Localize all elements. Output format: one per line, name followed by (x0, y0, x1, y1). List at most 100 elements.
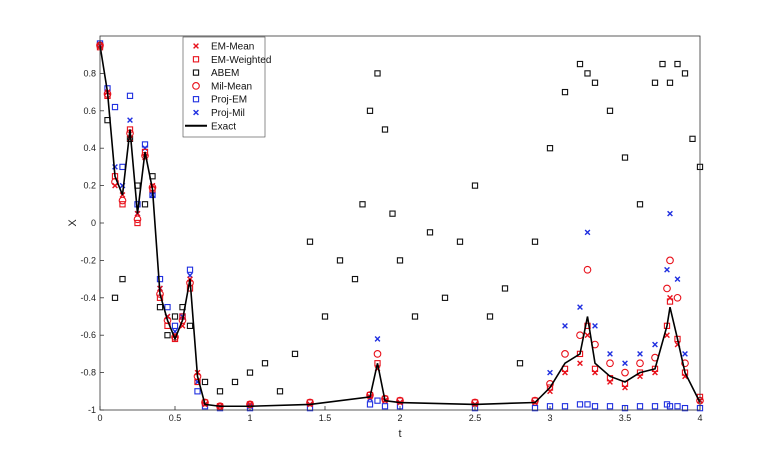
data-point (622, 360, 628, 367)
data-point (666, 256, 674, 265)
data-point (607, 379, 613, 385)
data-point (592, 322, 598, 329)
data-point (261, 360, 269, 367)
data-point (119, 275, 126, 283)
exact-line (99, 45, 701, 408)
data-point (291, 350, 299, 358)
series-abem (96, 42, 704, 395)
x-tick-label: 0 (97, 413, 102, 423)
data-point (667, 210, 673, 217)
data-point (674, 403, 681, 410)
data-point (584, 401, 591, 408)
legend-marker (192, 56, 200, 63)
data-point (126, 92, 134, 99)
y-tick-label: 0.6 (83, 106, 96, 116)
legend-label: Exact (211, 121, 236, 132)
data-point (411, 313, 419, 320)
data-point (606, 359, 614, 368)
data-point (516, 360, 524, 367)
data-point (306, 238, 314, 245)
data-point (186, 266, 194, 273)
data-point (577, 360, 583, 367)
data-point (276, 388, 284, 395)
data-point (663, 284, 671, 293)
data-point (682, 351, 688, 357)
data-point (471, 182, 479, 189)
data-point (374, 70, 381, 77)
data-point (456, 238, 464, 245)
data-point (681, 70, 689, 77)
data-point (381, 403, 389, 410)
data-point (622, 384, 628, 391)
data-point (652, 369, 658, 376)
data-point (576, 401, 584, 408)
data-point (576, 60, 584, 68)
x-tick-label: 2 (397, 413, 402, 423)
data-point (651, 403, 659, 410)
legend-marker (192, 96, 200, 103)
data-point (607, 351, 613, 357)
x-tick-label: 4 (697, 413, 702, 423)
data-point (163, 316, 172, 325)
legend-label: Proj-EM (211, 95, 247, 106)
data-point (111, 178, 119, 186)
data-point (118, 196, 127, 205)
data-point (674, 60, 681, 68)
data-point (606, 403, 614, 410)
data-point (471, 398, 479, 407)
data-point (546, 145, 554, 152)
data-point (584, 229, 591, 236)
data-point (584, 332, 591, 339)
data-point (374, 336, 381, 342)
data-point (164, 303, 171, 311)
x-tick-label: 2.5 (469, 413, 482, 423)
legend-label: ABEM (211, 68, 239, 79)
data-point (561, 403, 569, 410)
y-tick-label: -0.2 (80, 255, 96, 265)
legend-marker (193, 109, 199, 116)
data-point (396, 257, 404, 264)
data-point (111, 103, 119, 111)
x-tick-label: 1.5 (319, 413, 332, 423)
data-point (111, 294, 119, 301)
data-point (134, 219, 141, 227)
x-tick-label: 1 (247, 413, 252, 423)
data-point (141, 201, 149, 208)
data-point (651, 79, 659, 86)
legend-marker (193, 43, 199, 49)
x-tick-label: 0.5 (169, 413, 182, 423)
data-point (133, 215, 142, 224)
legend-box (182, 36, 266, 138)
data-point (562, 369, 568, 376)
data-point (584, 70, 591, 77)
data-point (636, 359, 644, 368)
legend-label: EM-Weighted (211, 55, 271, 66)
legend: EM-Mean EM-Weighted ABEM Mil-Mean Proj-EM Pro… (182, 36, 271, 138)
data-point (194, 388, 201, 395)
data-point (216, 388, 224, 395)
y-tick-label: 0.4 (83, 143, 96, 153)
data-point (373, 350, 382, 358)
legend-label: Proj-Mil (211, 108, 245, 119)
data-point (306, 398, 314, 407)
data-point (577, 304, 583, 311)
data-point (591, 365, 599, 373)
data-point (156, 275, 164, 283)
x-tick-label: 3.5 (619, 413, 632, 423)
data-point (681, 359, 689, 368)
data-point (366, 401, 374, 408)
data-point (621, 368, 629, 377)
data-point (381, 394, 389, 403)
data-point (127, 117, 133, 124)
data-point (637, 351, 643, 357)
data-point (246, 369, 254, 376)
data-point (426, 229, 434, 236)
data-point (664, 266, 670, 273)
series-exact (99, 45, 701, 408)
data-point (171, 313, 179, 320)
y-tick-label: 0.2 (83, 181, 96, 191)
legend-label: EM-Mean (211, 42, 254, 53)
data-point (201, 378, 209, 386)
y-axis-label: X (67, 219, 79, 227)
